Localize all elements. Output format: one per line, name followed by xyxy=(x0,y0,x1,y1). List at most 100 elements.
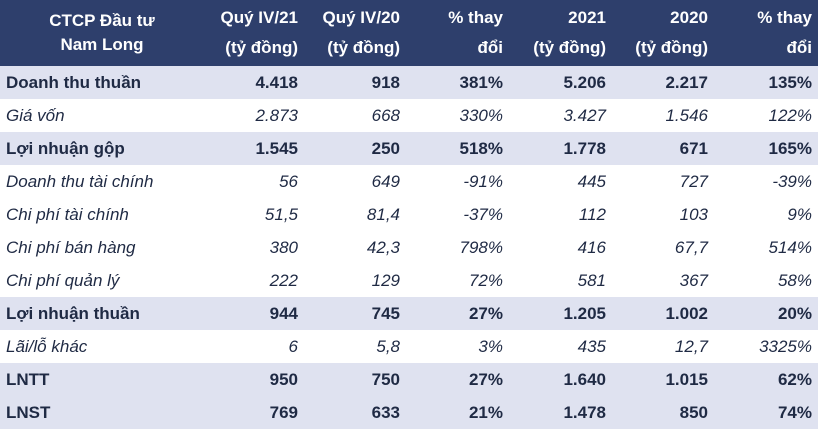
value-cell: 62% xyxy=(714,363,818,396)
value-cell: 4.418 xyxy=(204,66,304,99)
value-cell: 9% xyxy=(714,198,818,231)
table-row: LNST 769 633 21% 1.478 850 74% xyxy=(0,396,818,429)
table-row: Chi phí quản lý 222 129 72% 581 367 58% xyxy=(0,264,818,297)
value-cell: 514% xyxy=(714,231,818,264)
value-cell: 135% xyxy=(714,66,818,99)
header-2020: 2020 (tỷ đồng) xyxy=(612,0,714,66)
value-cell: 5,8 xyxy=(304,330,406,363)
header-q4-21: Quý IV/21 (tỷ đồng) xyxy=(204,0,304,66)
value-cell: -37% xyxy=(406,198,509,231)
header-2020-line2: (tỷ đồng) xyxy=(635,38,708,57)
header-company-line2: Nam Long xyxy=(60,35,144,54)
value-cell: 21% xyxy=(406,396,509,429)
table-row: Lãi/lỗ khác 6 5,8 3% 435 12,7 3325% xyxy=(0,330,818,363)
value-cell: 103 xyxy=(612,198,714,231)
header-year-change-line2: đổi xyxy=(786,38,813,57)
value-cell: 3325% xyxy=(714,330,818,363)
value-cell: 380 xyxy=(204,231,304,264)
table-row: Giá vốn 2.873 668 330% 3.427 1.546 122% xyxy=(0,99,818,132)
value-cell: 3% xyxy=(406,330,509,363)
value-cell: 798% xyxy=(406,231,509,264)
header-quarter-change-line1: % thay xyxy=(448,8,503,27)
row-label: Doanh thu thuần xyxy=(0,66,204,99)
row-label: Lợi nhuận gộp xyxy=(0,132,204,165)
value-cell: 42,3 xyxy=(304,231,406,264)
value-cell: 129 xyxy=(304,264,406,297)
table-row: Doanh thu tài chính 56 649 -91% 445 727 -39% xyxy=(0,165,818,198)
value-cell: 27% xyxy=(406,363,509,396)
value-cell: 769 xyxy=(204,396,304,429)
value-cell: 918 xyxy=(304,66,406,99)
row-label: Chi phí bán hàng xyxy=(0,231,204,264)
header-q4-20-line1: Quý IV/20 xyxy=(322,8,400,27)
value-cell: 2.217 xyxy=(612,66,714,99)
value-cell: 6 xyxy=(204,330,304,363)
table-header: CTCP Đầu tư Nam Long Quý IV/21 (tỷ đồng)… xyxy=(0,0,818,66)
table-row: Lợi nhuận thuần 944 745 27% 1.205 1.002 20% xyxy=(0,297,818,330)
header-quarter-change: % thay đổi xyxy=(406,0,509,66)
value-cell: 671 xyxy=(612,132,714,165)
value-cell: 850 xyxy=(612,396,714,429)
value-cell: 445 xyxy=(509,165,612,198)
value-cell: 72% xyxy=(406,264,509,297)
value-cell: 1.546 xyxy=(612,99,714,132)
header-2021-line1: 2021 xyxy=(568,8,606,27)
header-2021-line2: (tỷ đồng) xyxy=(533,38,606,57)
value-cell: 1.545 xyxy=(204,132,304,165)
value-cell: 750 xyxy=(304,363,406,396)
value-cell: 3.427 xyxy=(509,99,612,132)
value-cell: 67,7 xyxy=(612,231,714,264)
value-cell: 367 xyxy=(612,264,714,297)
table-row: Chi phí bán hàng 380 42,3 798% 416 67,7 514% xyxy=(0,231,818,264)
header-2020-line1: 2020 xyxy=(670,8,708,27)
value-cell: 581 xyxy=(509,264,612,297)
value-cell: 2.873 xyxy=(204,99,304,132)
value-cell: 56 xyxy=(204,165,304,198)
header-year-change-line1: % thay xyxy=(757,8,812,27)
value-cell: 165% xyxy=(714,132,818,165)
header-company-line1: CTCP Đầu tư xyxy=(49,11,155,30)
value-cell: 518% xyxy=(406,132,509,165)
value-cell: 5.206 xyxy=(509,66,612,99)
value-cell: 416 xyxy=(509,231,612,264)
row-label: Lợi nhuận thuần xyxy=(0,297,204,330)
value-cell: 1.778 xyxy=(509,132,612,165)
row-label: Chi phí quản lý xyxy=(0,264,204,297)
table-row: Lợi nhuận gộp 1.545 250 518% 1.778 671 165% xyxy=(0,132,818,165)
value-cell: 435 xyxy=(509,330,612,363)
value-cell: 633 xyxy=(304,396,406,429)
value-cell: 381% xyxy=(406,66,509,99)
header-company: CTCP Đầu tư Nam Long xyxy=(0,0,204,66)
header-q4-21-line2: (tỷ đồng) xyxy=(225,38,298,57)
value-cell: 12,7 xyxy=(612,330,714,363)
value-cell: 330% xyxy=(406,99,509,132)
header-q4-20: Quý IV/20 (tỷ đồng) xyxy=(304,0,406,66)
table-row: Doanh thu thuần 4.418 918 381% 5.206 2.217 135… xyxy=(0,66,818,99)
value-cell: 944 xyxy=(204,297,304,330)
value-cell: 81,4 xyxy=(304,198,406,231)
table-row: Chi phí tài chính 51,5 81,4 -37% 112 103 9% xyxy=(0,198,818,231)
header-row: CTCP Đầu tư Nam Long Quý IV/21 (tỷ đồng)… xyxy=(0,0,818,66)
row-label: LNTT xyxy=(0,363,204,396)
row-label: Chi phí tài chính xyxy=(0,198,204,231)
value-cell: 1.015 xyxy=(612,363,714,396)
value-cell: -91% xyxy=(406,165,509,198)
value-cell: 112 xyxy=(509,198,612,231)
header-quarter-change-line2: đổi xyxy=(477,38,504,57)
value-cell: 20% xyxy=(714,297,818,330)
value-cell: -39% xyxy=(714,165,818,198)
value-cell: 649 xyxy=(304,165,406,198)
value-cell: 222 xyxy=(204,264,304,297)
row-label: Doanh thu tài chính xyxy=(0,165,204,198)
value-cell: 1.002 xyxy=(612,297,714,330)
row-label: Giá vốn xyxy=(0,99,204,132)
value-cell: 950 xyxy=(204,363,304,396)
header-year-change: % thay đổi xyxy=(714,0,818,66)
value-cell: 58% xyxy=(714,264,818,297)
value-cell: 250 xyxy=(304,132,406,165)
value-cell: 745 xyxy=(304,297,406,330)
row-label: Lãi/lỗ khác xyxy=(0,330,204,363)
value-cell: 727 xyxy=(612,165,714,198)
table-row: LNTT 950 750 27% 1.640 1.015 62% xyxy=(0,363,818,396)
